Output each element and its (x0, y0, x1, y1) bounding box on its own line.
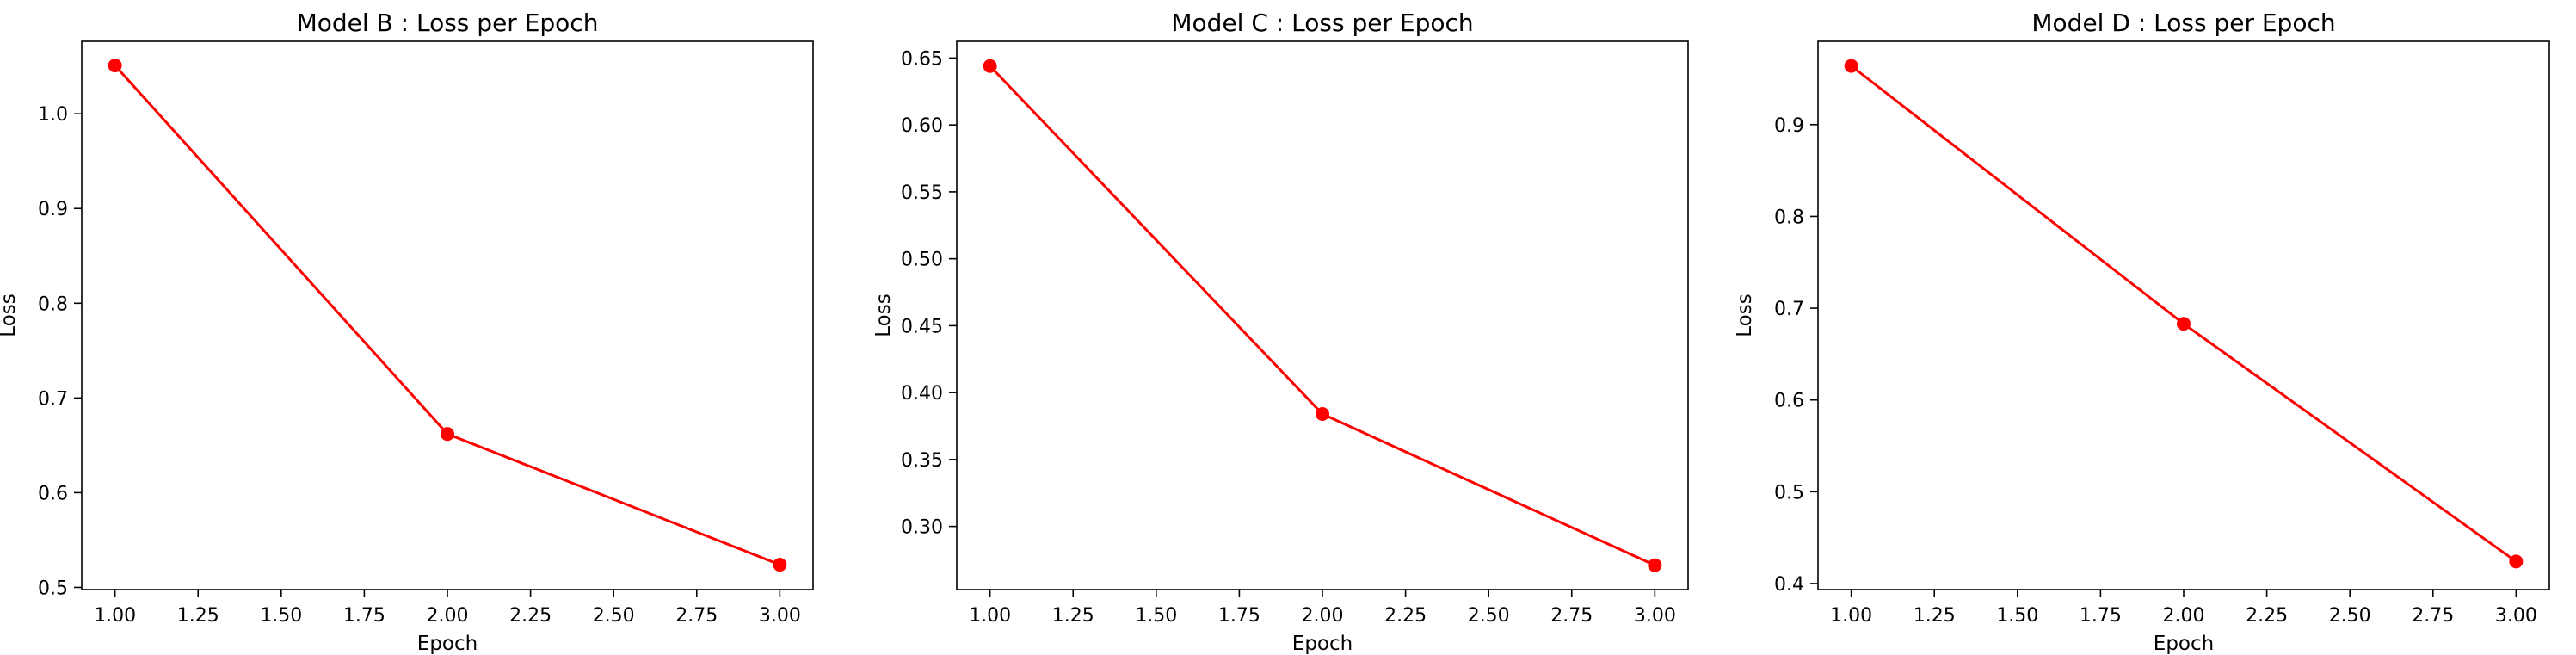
chart-title: Model D : Loss per Epoch (2031, 9, 2335, 37)
x-tick-label: 3.00 (1634, 605, 1676, 627)
x-tick-label: 2.00 (2163, 605, 2205, 627)
data-point (773, 558, 787, 572)
chart-title: Model C : Loss per Epoch (1171, 9, 1473, 37)
plot-frame (956, 40, 1689, 590)
y-tick-label: 0.5 (38, 578, 68, 599)
x-tick-label: 2.75 (2412, 605, 2454, 627)
x-tick-label: 3.00 (759, 605, 801, 627)
series-line (1850, 65, 2517, 563)
data-point (2509, 554, 2524, 569)
plot-frame (81, 40, 814, 590)
x-tick-label: 2.25 (1384, 605, 1427, 627)
y-tick-label: 1.0 (38, 104, 68, 126)
x-tick-label: 1.75 (343, 605, 385, 627)
x-tick-label: 1.50 (1135, 605, 1177, 627)
series-line (989, 65, 1655, 567)
data-point (1316, 407, 1329, 422)
y-tick-label: 0.55 (901, 182, 943, 204)
y-axis-label: Loss (0, 294, 20, 337)
x-axis-label: Epoch (1292, 633, 1353, 655)
plot-frame (1817, 40, 2550, 590)
data-point (1844, 59, 1858, 73)
data-point (441, 427, 454, 442)
x-axis-label: Epoch (2154, 633, 2214, 655)
x-tick-label: 1.75 (1218, 605, 1260, 627)
x-tick-label: 1.50 (1996, 605, 2038, 627)
x-tick-label: 1.75 (2080, 605, 2122, 627)
y-tick-label: 0.9 (1774, 115, 1804, 137)
chart-panel: Model B : Loss per Epoch 1.00 1.25 1.50 1.75… (0, 9, 814, 655)
x-axis-label: Epoch (417, 633, 478, 655)
x-tick-label: 2.50 (1468, 605, 1510, 627)
y-tick-label: 0.60 (901, 115, 943, 137)
y-tick-label: 0.8 (1774, 207, 1804, 228)
chart-title: Model B : Loss per Epoch (297, 9, 599, 37)
y-tick-label: 0.7 (1774, 299, 1804, 320)
y-axis-label: Loss (1734, 294, 1756, 337)
y-tick-label: 0.8 (38, 294, 68, 315)
y-tick-label: 0.30 (901, 517, 943, 539)
y-tick-label: 0.45 (901, 316, 943, 337)
y-tick-label: 0.7 (38, 388, 68, 410)
y-tick-label: 0.5 (1774, 482, 1804, 504)
x-tick-label: 3.00 (2495, 605, 2537, 627)
x-tick-label: 2.75 (1550, 605, 1593, 627)
x-tick-label: 2.25 (2246, 605, 2288, 627)
x-tick-label: 1.25 (1052, 605, 1094, 627)
x-tick-label: 1.25 (177, 605, 219, 627)
x-tick-label: 1.00 (94, 605, 136, 627)
chart-panel: Model C : Loss per Epoch 1.00 1.25 1.50 1.75… (872, 9, 1689, 655)
x-tick-label: 1.25 (1914, 605, 1956, 627)
x-tick-label: 2.50 (593, 605, 635, 627)
data-point (983, 59, 997, 73)
y-tick-label: 0.4 (1774, 574, 1804, 596)
data-point (108, 59, 122, 73)
x-tick-label: 1.00 (969, 605, 1011, 627)
x-tick-label: 2.50 (2329, 605, 2371, 627)
x-tick-label: 2.00 (427, 605, 469, 627)
y-tick-label: 0.40 (901, 383, 943, 405)
x-tick-label: 1.50 (260, 605, 302, 627)
y-tick-label: 0.35 (901, 450, 943, 472)
x-tick-label: 2.25 (509, 605, 552, 627)
y-tick-label: 0.6 (38, 483, 68, 504)
y-tick-label: 0.6 (1774, 391, 1804, 412)
chart-panel: Model D : Loss per Epoch 1.00 1.25 1.50 1.75… (1734, 9, 2550, 655)
series-line (114, 65, 780, 566)
y-tick-label: 0.65 (901, 48, 943, 70)
y-tick-label: 0.9 (38, 199, 68, 220)
data-point (1648, 558, 1662, 572)
y-tick-label: 0.50 (901, 250, 943, 271)
x-tick-label: 1.00 (1830, 605, 1872, 627)
x-tick-label: 2.75 (675, 605, 718, 627)
x-tick-label: 2.00 (1302, 605, 1344, 627)
data-point (2177, 317, 2191, 331)
y-axis-label: Loss (872, 294, 895, 337)
